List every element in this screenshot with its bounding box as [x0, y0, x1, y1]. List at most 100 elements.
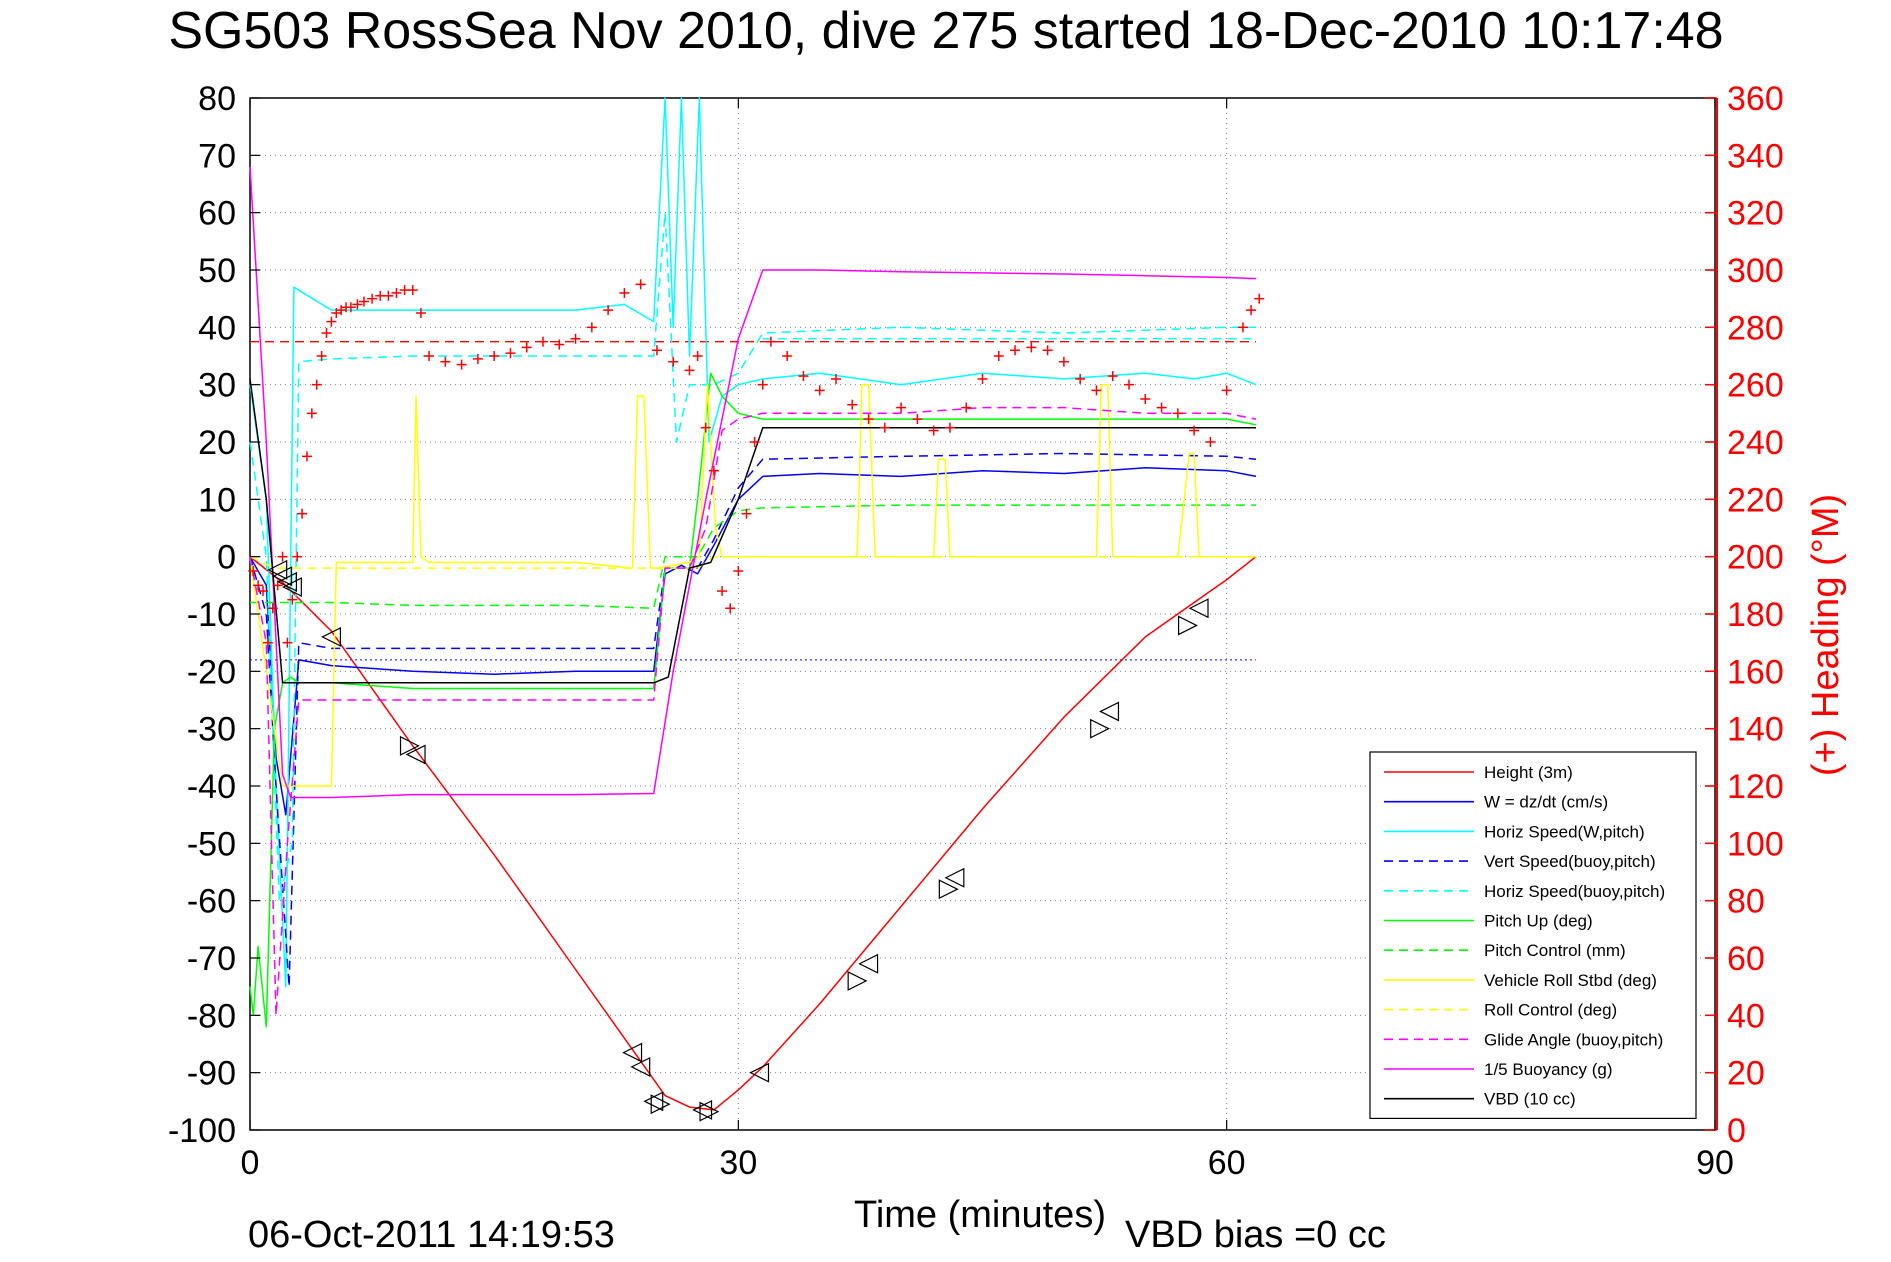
legend-entry: 1/5 Buoyancy (g) [1484, 1060, 1613, 1079]
x-tick-label: 90 [1696, 1144, 1734, 1182]
heading-point [345, 302, 356, 313]
heading-point [472, 353, 483, 364]
y-tick-label: 70 [198, 137, 236, 175]
heading-point [267, 603, 278, 614]
heading-point [277, 551, 288, 562]
heading-point [977, 373, 988, 384]
series-line-height-3m [249, 556, 1257, 1111]
depth-marker-triangle [405, 744, 426, 765]
legend-entry: Pitch Control (mm) [1484, 941, 1626, 960]
heading-point [1042, 345, 1053, 356]
heading-point [301, 451, 312, 462]
x-tick-label: 0 [241, 1144, 260, 1182]
depth-marker-triangle [1090, 718, 1111, 739]
heading-point [635, 279, 646, 290]
depth-marker-triangle [272, 566, 293, 587]
heading-point [352, 299, 363, 310]
heading-point [798, 371, 809, 382]
heading-point [554, 339, 565, 350]
y-tick-label: 10 [198, 481, 236, 519]
y-tick-label: 40 [198, 309, 236, 347]
heading-point [407, 285, 418, 296]
x-tick-label: 30 [719, 1144, 757, 1182]
y2-tick-label: 180 [1727, 596, 1784, 634]
y2-tick-label: 340 [1727, 137, 1784, 175]
heading-point [1237, 322, 1248, 333]
y2-tick-label: 240 [1727, 424, 1784, 462]
series-line-vert-speed-buoy-pitch [249, 452, 1257, 988]
heading-point [782, 351, 793, 361]
heading-point [489, 351, 500, 361]
y-tick-label: -30 [187, 711, 236, 749]
heading-point [993, 351, 1004, 361]
heading-point [258, 586, 269, 597]
series-line-roll-control-deg [249, 555, 1256, 569]
legend-entry: W = dz/dt (cm/s) [1484, 793, 1608, 812]
series-lines [249, 97, 1257, 1111]
heading-point [456, 359, 467, 370]
depth-marker-triangle [692, 1099, 713, 1120]
legend-entry: Vehicle Roll Stbd (deg) [1484, 971, 1657, 990]
depth-marker-triangle [938, 879, 959, 900]
legend-entry: Horiz Speed(W,pitch) [1484, 822, 1645, 841]
y-tick-label: 30 [198, 367, 236, 405]
heading-point [1107, 371, 1118, 382]
y-tick-label: -10 [187, 596, 236, 634]
y-tick-label: -100 [168, 1112, 236, 1150]
heading-point [538, 336, 548, 347]
heading-point [912, 414, 923, 425]
legend-entry: Vert Speed(buoy,pitch) [1484, 852, 1656, 871]
y-tick-label: -80 [187, 997, 236, 1035]
heading-point [944, 422, 955, 433]
right-y-axis-label: (+) Heading (°M) [1805, 494, 1847, 776]
series-line-pitch-control-mm [250, 504, 1256, 610]
series-line-horiz-speed-w-pitch [249, 97, 1257, 988]
heading-point [717, 586, 728, 597]
y-tick-label: 20 [198, 424, 236, 462]
heading-point [1189, 425, 1200, 436]
depth-marker-triangle [399, 735, 420, 756]
heading-point [282, 637, 293, 648]
y-tick-label: -50 [187, 825, 236, 863]
heading-point [292, 551, 303, 562]
heading-point [321, 328, 332, 339]
heading-point [708, 465, 719, 476]
heading-point [383, 290, 394, 301]
x-tick-label: 60 [1208, 1144, 1246, 1182]
heading-point [1124, 379, 1134, 390]
depth-marker-triangle [622, 1042, 643, 1063]
legend-entry: Pitch Up (deg) [1484, 912, 1593, 931]
series-line-1-5-buoyancy-g [249, 166, 1257, 799]
heading-point [961, 402, 972, 413]
heading-point [700, 422, 711, 433]
heading-point [1246, 305, 1257, 316]
heading-point [262, 637, 273, 648]
legend-entry: VBD (10 cc) [1484, 1090, 1576, 1109]
y2-tick-label: 120 [1727, 768, 1784, 806]
heading-point [306, 408, 317, 419]
series-line-horiz-speed-buoy-pitch [249, 211, 1256, 902]
heading-point [741, 508, 752, 519]
legend-entry: Horiz Speed(buoy,pitch) [1484, 882, 1665, 901]
y-tick-label: 80 [198, 80, 236, 118]
y2-tick-label: 220 [1727, 481, 1784, 519]
y2-tick-label: 320 [1727, 195, 1784, 233]
heading-point [814, 385, 825, 396]
y2-tick-label: 200 [1727, 539, 1784, 577]
legend-entry: Glide Angle (buoy,pitch) [1484, 1030, 1663, 1049]
heading-point [725, 603, 736, 614]
heading-point [440, 356, 451, 367]
heading-point [297, 508, 308, 519]
heading-point [311, 379, 322, 390]
depth-marker-triangle [749, 1062, 770, 1083]
depth-marker-triangle [699, 1101, 720, 1122]
heading-point [1254, 293, 1265, 304]
heading-point [619, 287, 630, 298]
right-y-axis: 3603403203002802602402202001801601401201… [1705, 80, 1784, 1150]
heading-markers [248, 279, 1265, 648]
y2-tick-label: 0 [1727, 1112, 1746, 1150]
heading-point [1156, 402, 1167, 413]
y2-tick-label: 20 [1727, 1055, 1765, 1093]
heading-point [847, 399, 858, 410]
x-axis: 0 30 60 90 [241, 98, 1734, 1182]
